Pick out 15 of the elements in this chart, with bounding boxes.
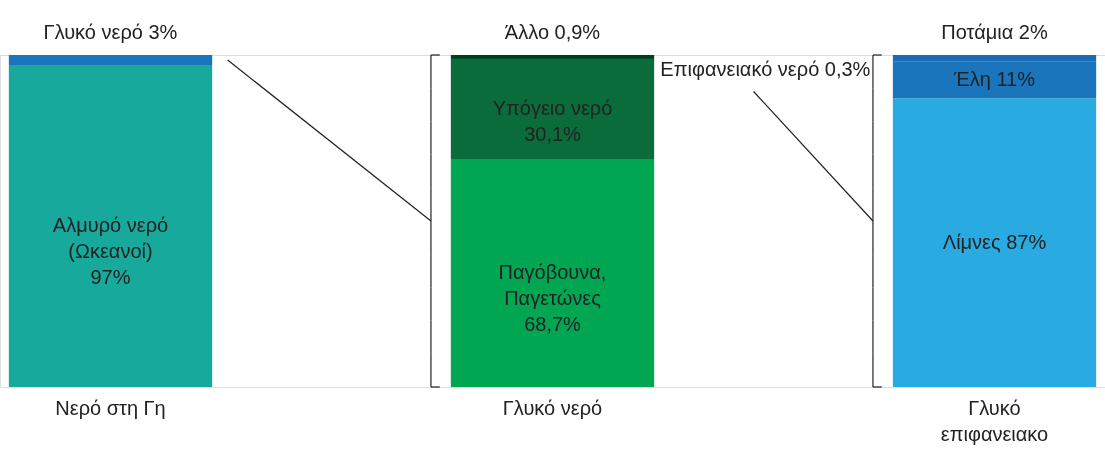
x-tick-label: Γλυκό επιφανειακο [940,397,1049,445]
text: Επιφανειακό νερό 0,3% [660,58,871,81]
data-label: 97% [90,265,131,288]
data-label: 30,1% [524,122,582,145]
series-label: Αλμυρό νερό (Ωκεανοί) [52,213,169,262]
text: Έλη 11% [954,67,1035,90]
text: Άλλο 0,9% [504,21,601,43]
text: Γλυκό νερό 3% [43,21,178,43]
data-label: 68,7% [524,312,582,335]
series-label: Παγόβουνα, Παγετώνες [498,260,607,309]
x-tick-label: Γλυκό νερό [502,397,603,419]
series-label: Υπόγειο νερό [492,96,613,119]
text: Λίμνες 87% [942,230,1047,253]
text: Ποτάμια 2% [941,21,1048,43]
x-tick-label: Νερό στη Γη [55,397,166,419]
